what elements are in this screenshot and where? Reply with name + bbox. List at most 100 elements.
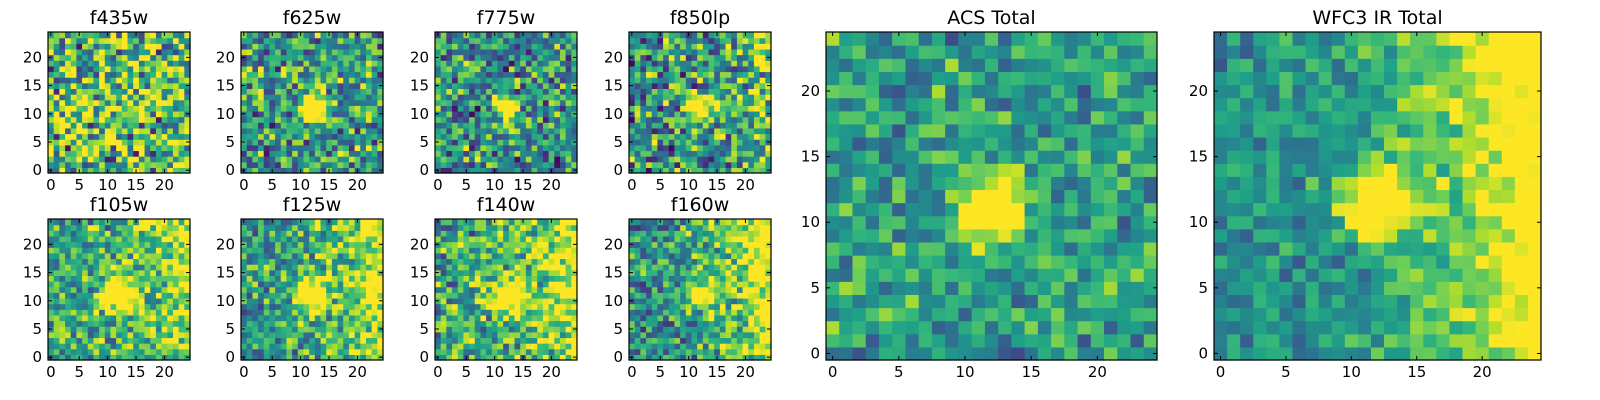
heatmap-cell: [463, 314, 470, 322]
heatmap-cell: [759, 88, 766, 95]
heatmap-cell: [457, 252, 464, 260]
heatmap-cell: [663, 94, 670, 101]
heatmap-cell: [748, 116, 755, 123]
heatmap-cell: [309, 331, 316, 339]
heatmap-cell: [87, 105, 95, 112]
heatmap-cell: [651, 269, 658, 276]
heatmap-cell: [685, 133, 693, 140]
heatmap-cell: [486, 331, 493, 339]
heatmap-cell: [93, 314, 100, 322]
heatmap-cell: [463, 337, 470, 344]
heatmap-cell: [82, 230, 89, 237]
heatmap-cell: [697, 110, 704, 118]
heatmap-cell: [440, 161, 447, 168]
heatmap-cell: [258, 65, 265, 73]
heatmap-cell: [646, 43, 653, 50]
heatmap-cell: [127, 354, 134, 361]
heatmap-cell: [252, 71, 259, 78]
heatmap-cell: [172, 144, 180, 152]
heatmap-cell: [87, 269, 95, 276]
heatmap-cell: [548, 71, 555, 78]
heatmap-cell: [542, 82, 550, 89]
heatmap-cell: [565, 275, 572, 282]
heatmap-cell: [354, 105, 361, 112]
heatmap-cell: [65, 54, 72, 61]
heatmap-cell: [258, 224, 265, 231]
heatmap-cell: [640, 331, 647, 339]
heatmap-cell: [702, 167, 710, 174]
heatmap-cell: [640, 54, 647, 61]
heatmap-cell: [246, 326, 253, 333]
heatmap-cell: [76, 309, 83, 316]
heatmap-cell: [360, 326, 367, 333]
heatmap-cell: [150, 297, 157, 305]
heatmap-cell: [155, 139, 163, 146]
heatmap-cell: [48, 343, 55, 350]
heatmap-cell: [280, 247, 288, 254]
heatmap-cell: [657, 343, 664, 350]
heatmap-cell: [503, 144, 510, 152]
heatmap-cell: [629, 144, 636, 152]
heatmap-cell: [457, 303, 464, 310]
heatmap-cell: [354, 94, 361, 101]
heatmap-cell: [497, 144, 504, 152]
heatmap-cell: [668, 105, 676, 112]
heatmap-cell: [331, 292, 339, 299]
heatmap-cell: [525, 156, 533, 163]
heatmap-cell: [697, 127, 704, 135]
heatmap-cell: [446, 88, 453, 95]
heatmap-cell: [76, 94, 83, 101]
heatmap-cell: [150, 99, 157, 106]
heatmap-cell: [65, 241, 72, 248]
heatmap-cell: [343, 139, 350, 146]
heatmap-cell: [480, 309, 487, 316]
heatmap-cell: [474, 235, 482, 243]
heatmap-cell: [646, 99, 653, 106]
heatmap-cell: [457, 71, 464, 78]
heatmap-cell: [365, 337, 373, 344]
heatmap-cell: [469, 65, 476, 73]
heatmap-cell: [133, 122, 140, 129]
heatmap-cell: [452, 343, 459, 350]
heatmap-cell: [759, 292, 766, 299]
heatmap-cell: [646, 156, 653, 163]
heatmap-cell: [320, 269, 327, 276]
heatmap-cell: [634, 110, 641, 118]
heatmap-cell: [719, 150, 727, 157]
heatmap-cell: [565, 292, 572, 299]
heatmap-cell: [70, 99, 77, 106]
x-tick-label: 20: [155, 176, 174, 194]
heatmap-cell: [565, 48, 572, 56]
heatmap-cell: [640, 37, 647, 44]
heatmap-cell: [446, 48, 453, 56]
heatmap-cell: [365, 167, 373, 174]
heatmap-cell: [252, 292, 259, 299]
heatmap-cell: [486, 161, 493, 168]
heatmap-cell: [110, 331, 117, 339]
heatmap-cell: [674, 43, 681, 50]
heatmap-cell: [59, 99, 66, 106]
heatmap-cell: [554, 167, 561, 174]
heatmap-cell: [663, 281, 670, 288]
heatmap-cell: [343, 122, 350, 129]
heatmap-cell: [457, 309, 464, 316]
heatmap-cell: [663, 43, 670, 50]
heatmap-cell: [446, 343, 453, 350]
heatmap-cell: [497, 94, 504, 101]
heatmap-cell: [48, 60, 55, 67]
heatmap-cell: [542, 331, 550, 339]
heatmap-cell: [435, 88, 442, 95]
heatmap-cell: [48, 275, 55, 282]
heatmap-cell: [320, 122, 327, 129]
heatmap-cell: [155, 269, 163, 276]
heatmap-cell: [497, 32, 504, 39]
heatmap-cell: [371, 343, 378, 350]
heatmap-cell: [184, 292, 191, 299]
heatmap-cell: [93, 297, 100, 305]
heatmap-cell: [697, 269, 704, 276]
heatmap-cell: [275, 275, 282, 282]
heatmap-cell: [765, 144, 772, 152]
heatmap-cell: [155, 60, 163, 67]
heatmap-cell: [252, 320, 259, 327]
